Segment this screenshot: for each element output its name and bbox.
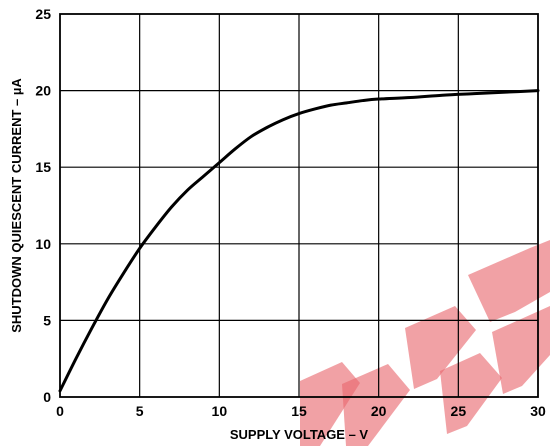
x-tick-label: 15 xyxy=(291,403,307,419)
watermark-logo xyxy=(300,240,550,446)
y-tick-label: 10 xyxy=(35,236,51,252)
watermark-shape-2 xyxy=(342,364,410,446)
watermark-shape-4 xyxy=(440,353,502,434)
x-tick-label: 0 xyxy=(56,403,64,419)
x-tick-label: 5 xyxy=(136,403,144,419)
watermark-shape-6 xyxy=(492,306,550,394)
y-tick-label: 0 xyxy=(43,389,51,405)
plot-frame xyxy=(59,13,539,398)
x-tick-label: 30 xyxy=(530,403,546,419)
watermark-shape-5 xyxy=(468,240,550,322)
y-tick-label: 15 xyxy=(35,159,51,175)
y-tick-label: 25 xyxy=(35,6,51,22)
x-tick-labels: 0 5 10 15 20 25 30 xyxy=(56,403,546,419)
y-tick-label: 20 xyxy=(35,83,51,99)
x-tick-label: 25 xyxy=(451,403,467,419)
x-axis-title: SUPPLY VOLTAGE – V xyxy=(230,427,369,442)
x-tick-label: 10 xyxy=(212,403,228,419)
grid xyxy=(60,14,538,397)
data-line xyxy=(58,89,540,393)
y-tick-labels: 0 5 10 15 20 25 xyxy=(35,6,51,405)
x-tick-label: 20 xyxy=(371,403,387,419)
y-tick-label: 5 xyxy=(43,312,51,328)
y-axis-title: SHUTDOWN QUIESCENT CURRENT – µA xyxy=(9,78,24,333)
